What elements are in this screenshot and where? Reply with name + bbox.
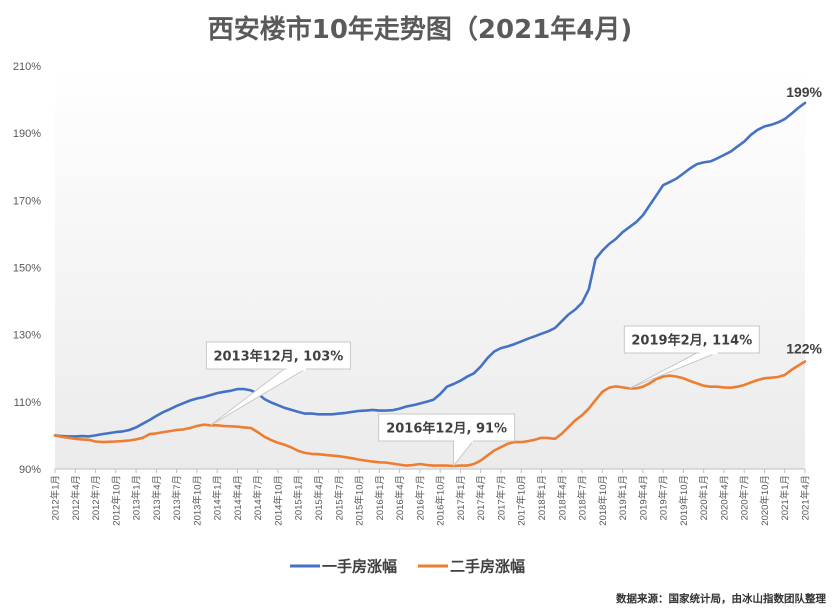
- x-tick-label: 2015年1月: [293, 475, 305, 520]
- x-tick-label: 2017年1月: [455, 475, 467, 520]
- x-tick-label: 2020年7月: [739, 475, 751, 520]
- x-tick-label: 2014年4月: [232, 475, 244, 520]
- y-axis: 90% 110% 130% 150% 170% 190% 210%: [13, 61, 41, 476]
- y-tick-label: 90%: [19, 464, 41, 476]
- x-tick-label: 2018年4月: [556, 475, 568, 520]
- y-tick-label: 130%: [13, 330, 41, 342]
- series-lines: [53, 101, 807, 468]
- callout-joint: [286, 367, 307, 371]
- x-tick-label: 2012年10月: [110, 475, 122, 526]
- series-line: [53, 360, 807, 468]
- annotation-callout: 2019年2月, 114%: [623, 325, 760, 389]
- x-tick-label: 2019年7月: [658, 475, 670, 520]
- x-tick-label: 2018年7月: [577, 475, 589, 520]
- x-tick-label: 2015年4月: [313, 475, 325, 520]
- x-tick-label: 2013年10月: [191, 475, 203, 526]
- x-tick-label: 2017年10月: [516, 475, 528, 526]
- x-tick-label: 2017年4月: [475, 475, 487, 520]
- plot-area: [55, 66, 805, 469]
- annotations: 2013年12月, 103% 2016年12月, 91% 2019年2月, 114%: [205, 325, 760, 468]
- x-tick-label: 2015年10月: [354, 475, 366, 526]
- x-tick-label: 2016年4月: [394, 475, 406, 520]
- x-tick-label: 2016年7月: [414, 475, 426, 520]
- y-tick-label: 110%: [14, 397, 42, 409]
- x-tick-label: 2019年1月: [617, 475, 629, 520]
- legend-label: 二手房涨幅: [450, 558, 525, 576]
- callout-joint: [699, 351, 718, 355]
- y-tick-label: 150%: [13, 263, 41, 275]
- x-tick-label: 2017年7月: [495, 475, 507, 520]
- x-tick-label: 2021年4月: [800, 475, 812, 520]
- x-axis: 2012年1月 2012年4月 2012年7月 2012年10月 2013年1月 2013…: [50, 468, 812, 526]
- source-note: 数据来源：国家统计局，由冰山指数团队整理: [615, 592, 826, 605]
- end-value-label: 199%: [786, 84, 822, 100]
- x-tick-label: 2016年10月: [435, 475, 447, 526]
- x-tick-label: 2018年1月: [536, 475, 548, 520]
- x-tick-label: 2014年7月: [252, 475, 264, 520]
- x-tick-label: 2012年4月: [70, 475, 82, 520]
- x-tick-label: 2019年4月: [637, 475, 649, 520]
- callout-text: 2013年12月, 103%: [213, 349, 343, 365]
- x-tick-label: 2018年10月: [597, 475, 609, 526]
- annotation-callout: 2016年12月, 91%: [378, 413, 516, 468]
- series-line: [53, 101, 807, 438]
- x-tick-label: 2020年4月: [718, 475, 730, 520]
- legend: 一手房涨幅 二手房涨幅: [290, 558, 525, 576]
- chart-title: 西安楼市10年走势图（2021年4月): [208, 14, 633, 45]
- x-tick-label: 2012年1月: [50, 475, 62, 520]
- callout-box: [205, 341, 351, 370]
- callout-text: 2019年2月, 114%: [631, 333, 752, 349]
- x-tick-label: 2021年1月: [779, 475, 791, 520]
- y-tick-label: 190%: [13, 128, 41, 140]
- end-labels: 199% 122%: [786, 84, 822, 357]
- x-tick-label: 2014年10月: [272, 475, 284, 526]
- x-tick-label: 2015年7月: [333, 475, 345, 520]
- x-tick-label: 2013年1月: [131, 475, 143, 520]
- y-tick-label: 170%: [13, 195, 41, 207]
- x-tick-label: 2014年1月: [212, 475, 224, 520]
- callout-box: [623, 325, 760, 354]
- x-tick-label: 2020年1月: [698, 475, 710, 520]
- callout-joint: [454, 439, 473, 443]
- annotation-callout: 2013年12月, 103%: [205, 341, 351, 426]
- legend-label: 一手房涨幅: [322, 558, 397, 576]
- callout-text: 2016年12月, 91%: [386, 421, 507, 437]
- x-tick-label: 2019年10月: [678, 475, 690, 526]
- x-tick-label: 2020年10月: [759, 475, 771, 526]
- x-tick-label: 2013年4月: [151, 475, 163, 520]
- x-tick-label: 2012年7月: [90, 475, 102, 520]
- y-tick-label: 210%: [13, 61, 41, 73]
- x-tick-label: 2013年7月: [171, 475, 183, 520]
- end-value-label: 122%: [786, 341, 822, 357]
- x-tick-label: 2016年1月: [374, 475, 386, 520]
- callout-box: [378, 413, 516, 442]
